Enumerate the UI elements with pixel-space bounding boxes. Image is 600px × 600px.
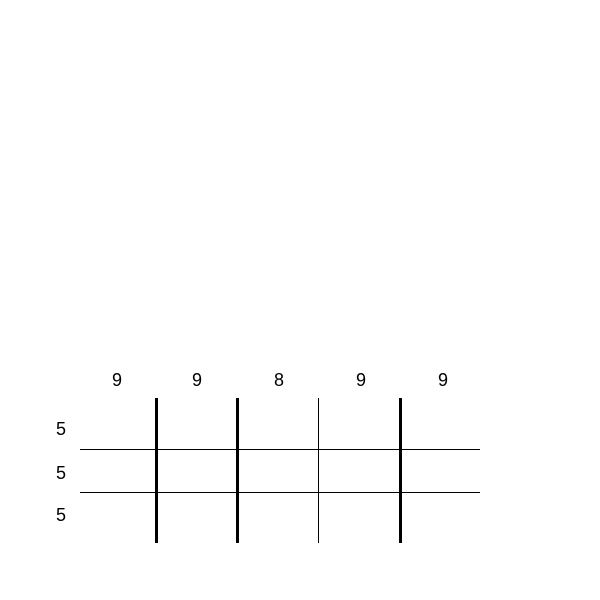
- top-label-4: 9: [438, 370, 448, 391]
- top-label-1: 9: [192, 370, 202, 391]
- left-label-0: 5: [56, 419, 66, 440]
- horizontal-line-1: [80, 492, 480, 493]
- vertical-line-2: [318, 398, 319, 543]
- left-label-2: 5: [56, 505, 66, 526]
- left-label-1: 5: [56, 463, 66, 484]
- top-label-3: 9: [356, 370, 366, 391]
- vertical-line-1: [236, 398, 239, 543]
- top-label-2: 8: [274, 370, 284, 391]
- vertical-line-3: [399, 398, 402, 543]
- vertical-line-0: [155, 398, 158, 543]
- top-label-0: 9: [112, 370, 122, 391]
- horizontal-line-0: [80, 449, 480, 450]
